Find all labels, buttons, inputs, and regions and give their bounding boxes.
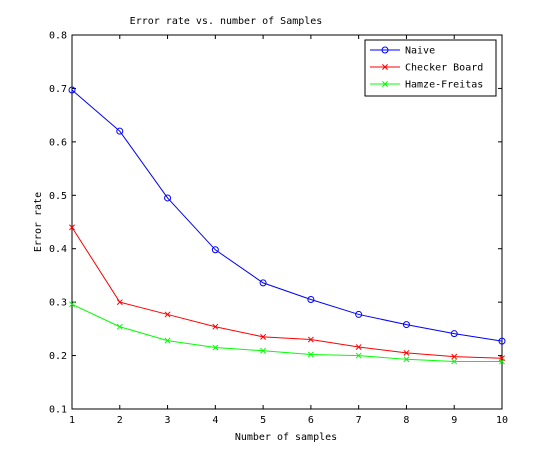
x-tick-label: 6 <box>308 415 314 426</box>
x-tick-label: 9 <box>451 415 457 426</box>
y-axis-label: Error rate <box>33 192 44 252</box>
legend-label: Naive <box>405 46 435 57</box>
x-tick-label: 3 <box>165 415 171 426</box>
y-tick-label: 0.6 <box>49 137 67 148</box>
y-tick-label: 0.4 <box>49 244 67 255</box>
legend-label: Hamze-Freitas <box>405 80 483 91</box>
x-tick-label: 8 <box>403 415 409 426</box>
y-tick-label: 0.8 <box>49 31 67 42</box>
x-tick-label: 7 <box>356 415 362 426</box>
x-tick-label: 10 <box>496 415 508 426</box>
x-tick-label: 4 <box>212 415 218 426</box>
legend-label: Checker Board <box>405 63 483 74</box>
x-axis-label: Number of samples <box>235 432 337 443</box>
y-tick-label: 0.2 <box>49 351 67 362</box>
y-tick-label: 0.1 <box>49 405 67 416</box>
x-tick-label: 5 <box>260 415 266 426</box>
legend: Naive Checker Board Hamze-Freitas <box>365 40 496 96</box>
chart-title: Error rate vs. number of Samples <box>130 16 323 27</box>
y-tick-label: 0.7 <box>49 84 67 95</box>
x-tick-label: 2 <box>117 415 123 426</box>
y-tick-label: 0.5 <box>49 191 67 202</box>
y-tick-label: 0.3 <box>49 298 67 309</box>
x-tick-label: 1 <box>69 415 75 426</box>
